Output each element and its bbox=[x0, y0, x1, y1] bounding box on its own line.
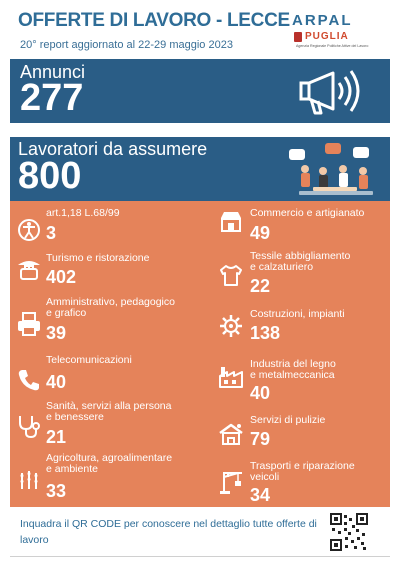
sector-item: Servizi di pulizie 79 bbox=[218, 413, 388, 457]
sector-name: Telecomunicazioni bbox=[46, 354, 132, 366]
sector-value: 138 bbox=[250, 323, 281, 343]
sectors-panel: art.1,18 L.68/99 3 Commercio e artigiana… bbox=[10, 201, 390, 507]
sector-item: Tessile abbigliamento e calzaturiero 22 bbox=[218, 251, 388, 299]
arpal-logo[interactable]: ARPAL PUGLIA Agenzia Regionale Politiche… bbox=[290, 12, 370, 52]
sector-item: Sanità, servizi alla persona e benessere … bbox=[16, 399, 206, 451]
report-subtitle: 20° report aggiornato al 22-29 maggio 20… bbox=[20, 39, 233, 51]
logo-name: ARPAL bbox=[292, 12, 353, 29]
sector-value: 34 bbox=[250, 485, 271, 505]
sector-value: 21 bbox=[46, 427, 67, 447]
phone-icon bbox=[18, 370, 39, 391]
shop-icon bbox=[221, 212, 241, 232]
sector-item: Industria del legno e metalmeccanica 40 bbox=[218, 357, 388, 405]
sector-item: Trasporti e riparazione veicoli 34 bbox=[218, 459, 388, 507]
sector-name: Costruzioni, impianti bbox=[250, 308, 345, 320]
header: OFFERTE DI LAVORO - LECCE 20° report agg… bbox=[0, 0, 400, 60]
logo-region: PUGLIA bbox=[305, 31, 349, 42]
sector-item: art.1,18 L.68/99 3 bbox=[16, 207, 206, 251]
bottom-divider bbox=[10, 556, 390, 557]
sector-item: Costruzioni, impianti 138 bbox=[218, 307, 388, 351]
puglia-emblem-icon bbox=[294, 31, 302, 42]
accessibility-icon bbox=[18, 219, 40, 241]
sector-value: 49 bbox=[250, 223, 271, 243]
sector-value: 40 bbox=[46, 372, 67, 392]
sector-name: Amministrativo, pedagogico e grafico bbox=[46, 296, 175, 319]
sector-name: Industria del legno e metalmeccanica bbox=[250, 358, 336, 381]
qr-code[interactable] bbox=[330, 513, 368, 551]
annunci-value: 277 bbox=[20, 77, 84, 119]
sector-name: Servizi di pulizie bbox=[250, 414, 326, 426]
sector-name: Turismo e ristorazione bbox=[46, 252, 150, 264]
wheat-icon bbox=[20, 471, 38, 489]
crane-icon bbox=[220, 472, 242, 494]
sector-name: Tessile abbigliamento e calzaturiero bbox=[250, 250, 351, 273]
sector-value: 3 bbox=[46, 223, 57, 243]
sector-value: 22 bbox=[250, 276, 271, 296]
logo-tagline: Agenzia Regionale Politiche Attive del L… bbox=[296, 44, 369, 48]
annunci-panel: Annunci 277 bbox=[10, 59, 390, 123]
sector-name: Sanità, servizi alla persona e benessere bbox=[46, 400, 172, 423]
sector-value: 40 bbox=[250, 383, 271, 403]
printer-icon bbox=[18, 312, 40, 336]
footer: Inquadra il QR CODE per conoscere nel de… bbox=[10, 507, 390, 557]
sector-name: art.1,18 L.68/99 bbox=[46, 207, 120, 219]
sector-name: Commercio e artigianato bbox=[250, 207, 365, 219]
cleaning-icon bbox=[219, 423, 243, 445]
sector-name: Trasporti e riparazione veicoli bbox=[250, 460, 355, 483]
sector-item: Amministrativo, pedagogico e grafico 39 bbox=[16, 297, 206, 345]
sector-item: Agricoltura, agroalimentare e ambiente 33 bbox=[16, 451, 216, 505]
clothing-icon bbox=[220, 265, 242, 286]
lavoratori-label: Lavoratori da assumere bbox=[18, 139, 208, 159]
sector-value: 402 bbox=[46, 267, 77, 287]
sector-item: Commercio e artigianato 49 bbox=[218, 207, 388, 251]
annunci-label: Annunci bbox=[20, 62, 86, 82]
megaphone-icon bbox=[299, 70, 360, 115]
people-meeting-illustration bbox=[289, 143, 373, 195]
page-title: OFFERTE DI LAVORO - LECCE bbox=[18, 10, 290, 31]
sector-item: Turismo e ristorazione 402 bbox=[16, 251, 206, 295]
sector-value: 33 bbox=[46, 481, 67, 501]
lavoratori-value: 800 bbox=[18, 155, 82, 197]
sector-value: 39 bbox=[46, 323, 67, 343]
stethoscope-icon bbox=[19, 416, 40, 439]
gear-icon bbox=[220, 315, 242, 337]
factory-icon bbox=[219, 367, 243, 388]
sector-name: Agricoltura, agroalimentare e ambiente bbox=[46, 452, 173, 475]
sector-item: Telecomunicazioni 40 bbox=[16, 353, 206, 397]
qr-instruction: Inquadra il QR CODE per conoscere nel de… bbox=[20, 518, 317, 546]
sector-value: 79 bbox=[250, 429, 271, 449]
lavoratori-panel: Lavoratori da assumere 800 bbox=[10, 137, 390, 201]
tourism-icon bbox=[18, 261, 40, 280]
